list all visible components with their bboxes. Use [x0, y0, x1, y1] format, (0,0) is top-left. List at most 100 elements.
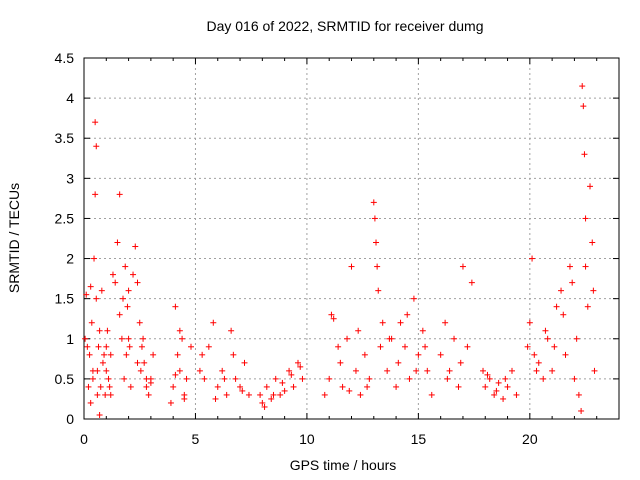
data-point	[560, 311, 567, 318]
y-tick-label: 3.5	[55, 130, 75, 146]
data-point	[531, 351, 538, 358]
data-point	[535, 359, 542, 366]
data-point	[107, 351, 114, 358]
data-point	[103, 343, 110, 350]
data-point	[328, 311, 335, 318]
data-point	[364, 383, 371, 390]
data-point	[374, 263, 381, 270]
y-tick-label: 2.5	[55, 210, 75, 226]
data-point	[413, 367, 420, 374]
data-point	[134, 279, 141, 286]
y-tick-label: 4	[66, 90, 74, 106]
data-point	[136, 319, 143, 326]
data-point	[424, 367, 431, 374]
data-point	[346, 387, 353, 394]
data-point	[482, 383, 489, 390]
data-point	[457, 359, 464, 366]
data-point	[196, 367, 203, 374]
data-point	[123, 351, 130, 358]
data-point	[212, 395, 219, 402]
data-point	[459, 263, 466, 270]
data-point	[91, 255, 98, 262]
data-point	[355, 327, 362, 334]
data-point	[99, 359, 106, 366]
data-point	[544, 335, 551, 342]
data-point	[366, 375, 373, 382]
data-point	[513, 391, 520, 398]
data-point	[138, 343, 145, 350]
data-point	[330, 315, 337, 322]
data-point	[352, 367, 359, 374]
data-point	[395, 359, 402, 366]
data-point	[121, 375, 128, 382]
data-point	[495, 379, 502, 386]
data-point	[259, 399, 266, 406]
data-point	[587, 183, 594, 190]
data-point	[404, 311, 411, 318]
data-point	[406, 375, 413, 382]
data-point	[134, 359, 141, 366]
data-point	[105, 375, 112, 382]
data-point	[130, 271, 137, 278]
data-point	[170, 383, 177, 390]
data-point	[232, 375, 239, 382]
data-point	[126, 343, 133, 350]
data-point	[241, 359, 248, 366]
data-point	[150, 351, 157, 358]
data-point	[118, 335, 125, 342]
data-point	[230, 351, 237, 358]
data-point	[393, 383, 400, 390]
data-point	[415, 351, 422, 358]
x-tick-label: 15	[411, 431, 427, 447]
data-point	[397, 319, 404, 326]
data-point	[290, 383, 297, 390]
data-point	[297, 363, 304, 370]
data-point	[102, 391, 109, 398]
data-point	[237, 383, 244, 390]
x-axis-label: GPS time / hours	[290, 457, 397, 473]
data-point	[89, 367, 96, 374]
data-point	[147, 379, 154, 386]
data-point	[589, 239, 596, 246]
data-point	[299, 375, 306, 382]
data-point	[533, 367, 540, 374]
y-tick-label: 3	[66, 170, 74, 186]
y-tick-label: 4.5	[55, 50, 75, 66]
data-point	[103, 367, 110, 374]
data-point	[261, 403, 268, 410]
data-point	[277, 391, 284, 398]
data-point	[221, 375, 228, 382]
data-point	[321, 391, 328, 398]
data-point	[566, 263, 573, 270]
data-point	[591, 367, 598, 374]
data-point	[502, 375, 509, 382]
data-point	[122, 263, 129, 270]
data-point	[167, 399, 174, 406]
data-point	[379, 319, 386, 326]
data-point	[257, 391, 264, 398]
data-point	[179, 335, 186, 342]
data-point	[132, 243, 139, 250]
data-point	[210, 319, 217, 326]
data-point	[106, 383, 113, 390]
data-point	[581, 151, 588, 158]
data-point	[375, 287, 382, 294]
data-point	[575, 391, 582, 398]
y-axis-label: SRMTID / TECUs	[6, 183, 22, 293]
y-tick-label: 1.5	[55, 291, 75, 307]
data-point	[98, 287, 105, 294]
data-point	[83, 291, 90, 298]
data-point	[124, 303, 131, 310]
data-point	[377, 343, 384, 350]
data-point	[176, 327, 183, 334]
data-point	[361, 351, 368, 358]
data-point	[444, 375, 451, 382]
data-point	[344, 335, 351, 342]
data-point	[571, 375, 578, 382]
data-point	[263, 383, 270, 390]
data-point	[451, 335, 458, 342]
data-point	[484, 371, 491, 378]
data-point	[337, 359, 344, 366]
data-point	[125, 335, 132, 342]
data-point	[373, 239, 380, 246]
